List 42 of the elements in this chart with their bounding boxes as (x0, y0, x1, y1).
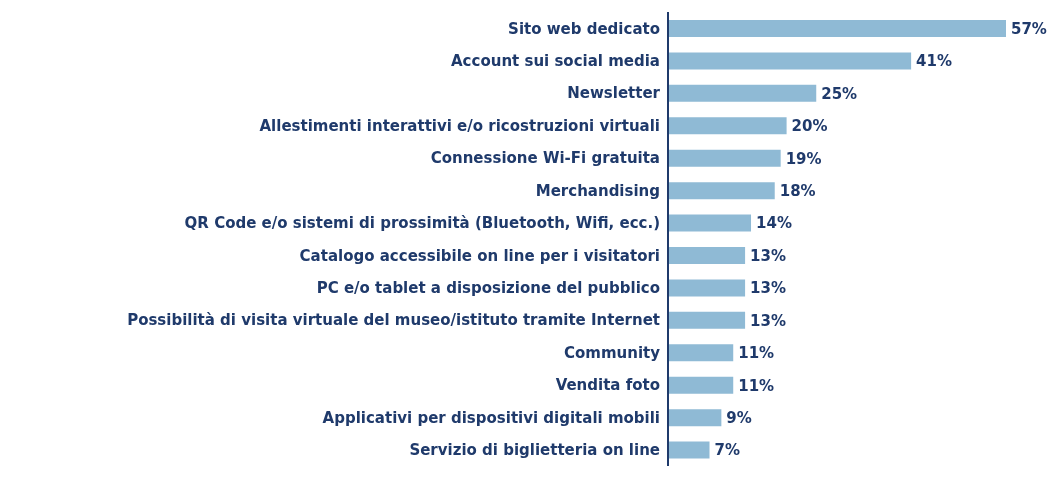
y-tick-label: Sito web dedicato (508, 19, 660, 38)
y-tick-label: Catalogo accessibile on line per i visitatori (299, 246, 660, 265)
y-tick-label: QR Code e/o sistemi di prossimità (Bluetooth, Wifi, ecc.) (184, 214, 660, 233)
data-label: 9% (726, 408, 752, 427)
y-tick-label: Account sui social media (451, 51, 660, 70)
bar (668, 214, 752, 232)
data-label: 13% (750, 311, 786, 330)
bar (668, 149, 781, 167)
data-label: 11% (738, 376, 775, 395)
data-label: 57% (1011, 19, 1047, 38)
data-label: 19% (785, 149, 822, 168)
y-tick-label: Applicativi per dispositivi digitali mobili (322, 408, 660, 427)
bar (668, 441, 710, 459)
bar (668, 52, 912, 70)
data-label: 11% (738, 344, 775, 363)
y-tick-label: Allestimenti interattivi e/o ricostruzioni virtuali (259, 116, 660, 135)
bar (668, 182, 775, 200)
bar (668, 376, 734, 394)
data-label: 7% (714, 441, 740, 460)
data-label: 25% (821, 84, 858, 103)
bar (668, 279, 746, 297)
bar (668, 409, 722, 427)
bar (668, 84, 817, 102)
data-label: 18% (779, 181, 816, 200)
data-label: 14% (756, 214, 792, 233)
bar (668, 344, 734, 362)
y-tick-label: PC e/o tablet a disposizione del pubblico (316, 278, 660, 297)
y-tick-label: Servizio di biglietteria on line (409, 441, 660, 460)
y-tick-label: Community (563, 343, 661, 362)
data-label: 13% (750, 279, 786, 298)
y-tick-label: Vendita foto (555, 376, 660, 395)
y-tick-label: Merchandising (535, 181, 660, 200)
y-tick-label: Connessione Wi-Fi gratuita (430, 149, 660, 168)
data-label: 41% (916, 52, 953, 71)
data-label: 13% (750, 246, 786, 265)
y-tick-label: Newsletter (567, 84, 661, 103)
bar (668, 117, 787, 135)
bar (668, 247, 746, 264)
data-label: 20% (791, 117, 828, 136)
bar (668, 311, 746, 329)
bar (668, 20, 1006, 37)
y-tick-label: Possibilità di visita virtuale del museo/istituto tramite Internet (127, 311, 660, 330)
